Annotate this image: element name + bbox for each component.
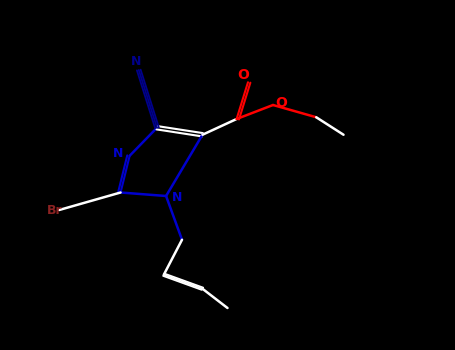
Text: N: N [131, 55, 142, 68]
Text: N: N [113, 147, 123, 161]
Text: Br: Br [47, 203, 62, 217]
Text: O: O [275, 96, 287, 110]
Text: O: O [238, 68, 249, 82]
Text: N: N [172, 191, 182, 204]
